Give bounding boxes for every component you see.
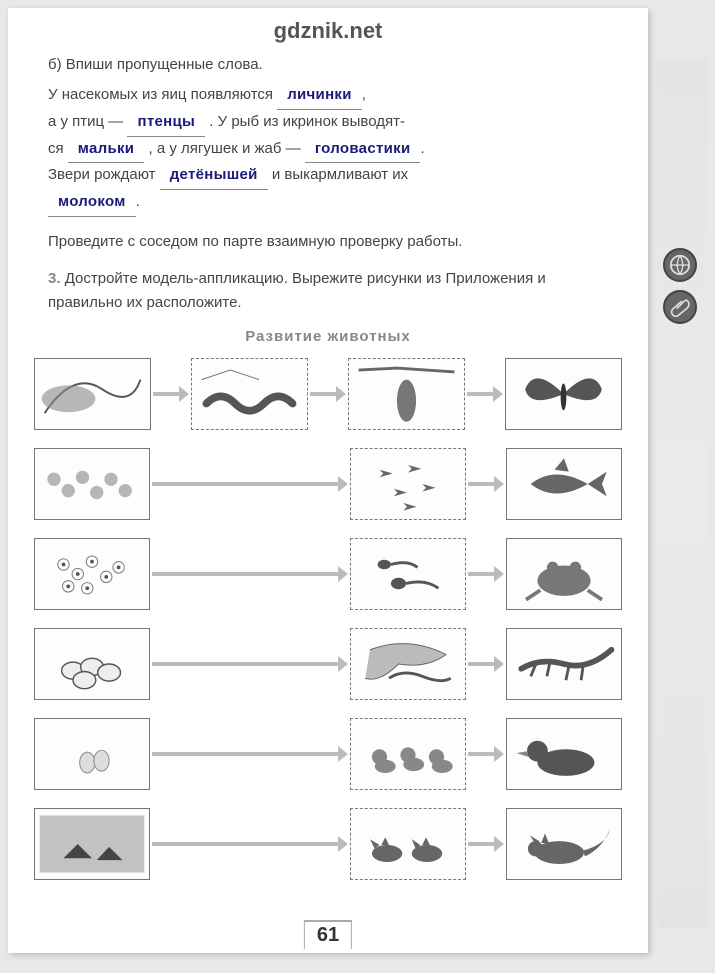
arrow-icon [152,748,348,760]
cell-fox-cubs [350,808,466,880]
diagram-row-frog [34,537,622,611]
fill-text-3b: , а у лягушек и жаб — [149,140,301,157]
arrow-icon [468,478,504,490]
cell-ducklings [350,718,466,790]
arrow-icon [468,568,504,580]
cell-bird-eggs [34,718,150,790]
task-3: 3. Достройте модель-аппликацию. Вырежите… [32,267,624,314]
diagram-title: Развитие животных [32,328,624,345]
cell-fish [506,448,622,520]
arrow-icon [467,388,503,400]
page-number: 61 [304,920,352,949]
answer-1: личинки [277,83,362,110]
fill-text-1: У насекомых из яиц появляются [48,86,273,103]
cell-eggs-on-leaf [34,358,151,430]
answer-2: птенцы [127,110,205,137]
fill-text-3a: ся [48,140,64,157]
cell-frog [506,538,622,610]
arrow-icon [310,388,346,400]
fill-text-2b: . У рыб из икринок выводят- [209,113,405,130]
margin-icons [663,248,697,324]
workbook-page: gdznik.net б) Впиши пропущенные слова. У… [8,8,648,953]
right-margin-decoration [657,58,707,928]
cell-duck [506,718,622,790]
fill-in-paragraph: У насекомых из яиц появляются личинки , а… [32,83,624,217]
arrow-icon [153,388,189,400]
fill-text-4b: и выкармливают их [272,166,408,183]
answer-6: молоком [48,190,136,217]
task-3-text: Достройте модель-аппликацию. Вырежите ри… [48,270,546,310]
cell-fry-fish [350,448,466,520]
task-3-number: 3. [48,270,61,287]
diagram-row-fish [34,447,622,521]
answer-3: мальки [68,137,145,164]
cell-chrysalis [348,358,465,430]
arrow-icon [152,568,348,580]
cell-lizard [506,628,622,700]
cell-frog-spawn [34,538,150,610]
fill-text-2a: а у птиц — [48,113,123,130]
globe-icon [663,248,697,282]
arrow-icon [468,838,504,850]
diagram-row-fox [34,807,622,881]
site-watermark: gdznik.net [32,18,624,44]
diagram-row-butterfly [34,357,622,431]
cell-lizard-eggs [34,628,150,700]
arrow-icon [468,748,504,760]
answer-4: головастики [305,137,421,164]
cell-butterfly [505,358,622,430]
arrow-icon [152,838,348,850]
answer-5: детёнышей [160,163,268,190]
arrow-icon [152,478,348,490]
arrow-icon [468,658,504,670]
cell-tadpoles [350,538,466,610]
clip-icon [663,290,697,324]
diagram-row-bird [34,717,622,791]
cell-fish-eggs [34,448,150,520]
peer-check-instruction: Проведите с соседом по парте взаимную пр… [32,231,624,254]
cell-caterpillar [191,358,308,430]
cell-fox [506,808,622,880]
diagram-row-lizard [34,627,622,701]
arrow-icon [152,658,348,670]
cell-young-lizards [350,628,466,700]
cell-fox-den [34,808,150,880]
development-diagram [32,357,624,881]
task-b-label: б) Впиши пропущенные слова. [32,56,624,73]
fill-text-4a: Звери рождают [48,166,156,183]
